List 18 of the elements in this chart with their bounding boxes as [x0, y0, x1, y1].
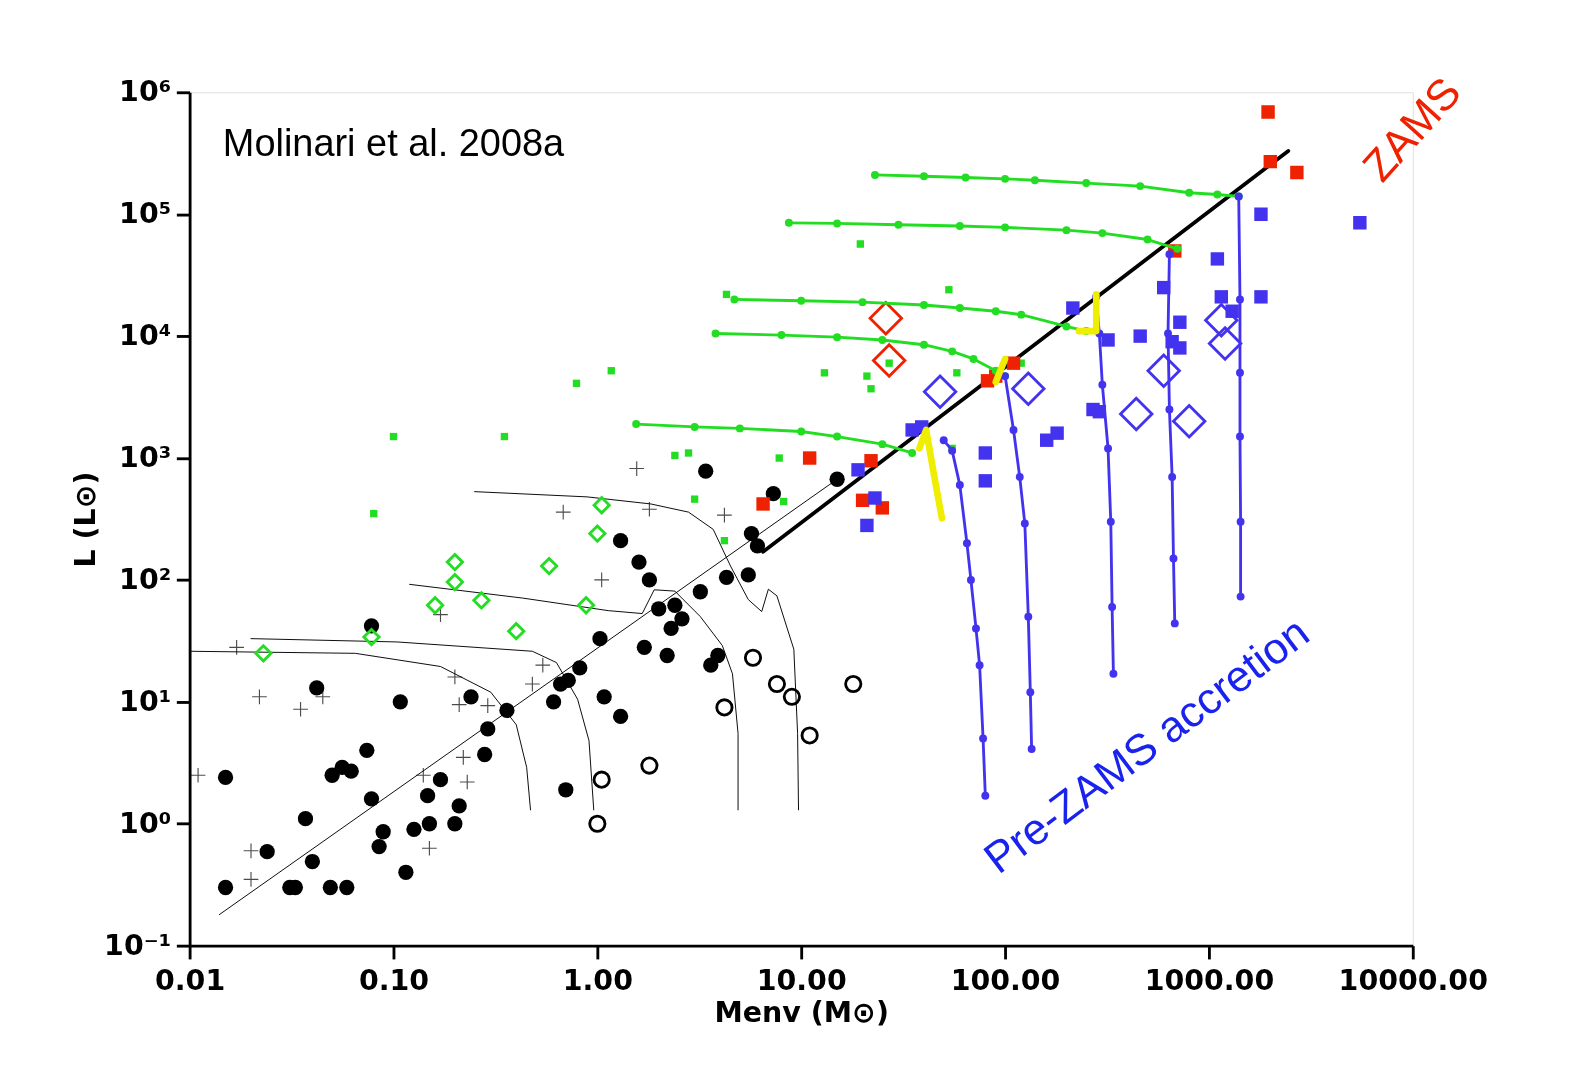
y-tick-label: 10¹ — [119, 684, 172, 718]
x-tick-label: 100.00 — [950, 963, 1061, 997]
x-tick-label: 1.00 — [562, 963, 633, 997]
x-tick-label: 0.10 — [358, 963, 430, 997]
y-tick-label: 10⁻¹ — [104, 928, 172, 962]
x-tick-label: 10.00 — [756, 963, 847, 997]
y-tick-label: 10⁶ — [119, 75, 172, 109]
annotation: Molinari et al. 2008a — [222, 121, 566, 164]
y-tick-label: 10² — [119, 562, 172, 596]
y-tick-label: 10⁰ — [119, 806, 172, 840]
x-tick-label: 1000.00 — [1144, 963, 1275, 997]
y-axis-title: L (L⊙) — [68, 471, 102, 568]
y-tick-label: 10⁵ — [119, 197, 172, 231]
y-tick-label: 10³ — [119, 441, 172, 475]
x-tick-label: 10000.00 — [1338, 963, 1488, 997]
x-axis-title: Menv (M⊙) — [714, 996, 889, 1029]
x-tick-label: 0.01 — [155, 963, 226, 997]
y-tick-label: 10⁴ — [119, 319, 172, 353]
